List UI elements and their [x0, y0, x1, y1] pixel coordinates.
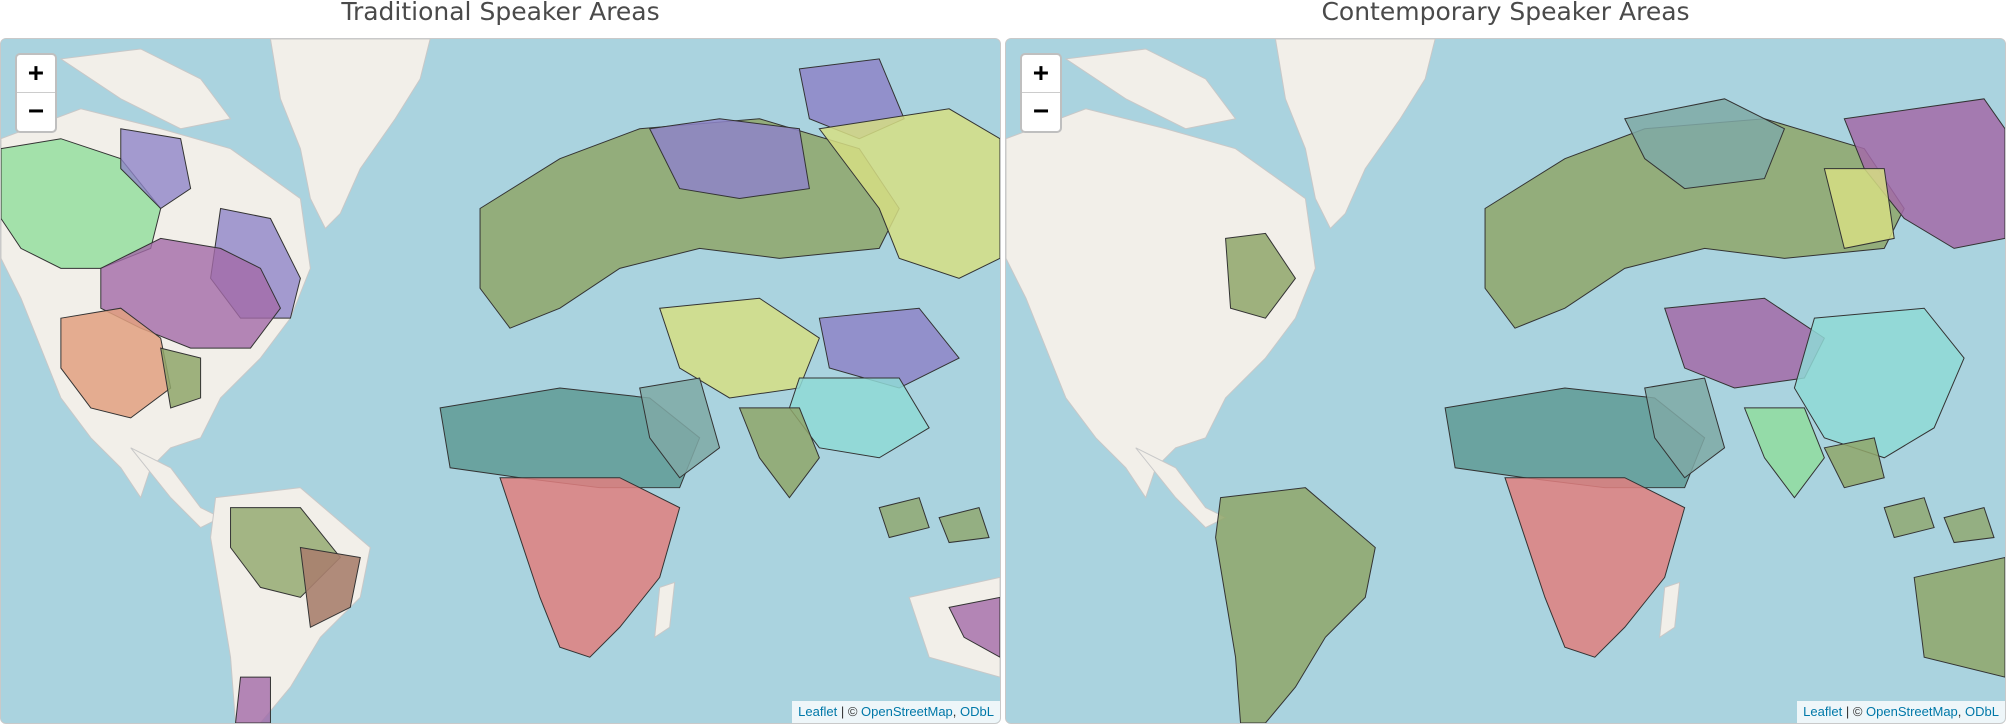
zoom-control: + −	[15, 53, 57, 133]
map-attribution: Leaflet | © OpenStreetMap, ODbL	[792, 701, 1000, 723]
contemporary-map-panel: Contemporary Speaker Areas	[1005, 0, 2006, 727]
zoom-in-button[interactable]: +	[1022, 55, 1060, 93]
leaflet-link[interactable]: Leaflet	[1803, 704, 1843, 719]
openstreetmap-link[interactable]: OpenStreetMap	[1866, 704, 1958, 719]
map-canvas[interactable]: + − Leaflet | © OpenStreetMap, ODbL	[1005, 38, 2006, 724]
attribution-comma: ,	[952, 704, 961, 719]
attribution-comma: ,	[1957, 704, 1966, 719]
panel-title: Traditional Speaker Areas	[341, 0, 660, 26]
attribution-separator: | ©	[837, 704, 862, 719]
map-tiles	[1006, 39, 2005, 723]
openstreetmap-link[interactable]: OpenStreetMap	[861, 704, 953, 719]
leaflet-link[interactable]: Leaflet	[798, 704, 838, 719]
panel-title: Contemporary Speaker Areas	[1321, 0, 1690, 26]
zoom-in-button[interactable]: +	[17, 55, 55, 93]
attribution-separator: | ©	[1842, 704, 1867, 719]
odbl-link[interactable]: ODbL	[960, 704, 994, 719]
map-canvas[interactable]: + − Leaflet | © OpenStreetMap, ODbL	[0, 38, 1001, 724]
traditional-map-panel: Traditional Speaker Areas	[0, 0, 1001, 727]
zoom-control: + −	[1020, 53, 1062, 133]
map-tiles	[1, 39, 1000, 723]
map-attribution: Leaflet | © OpenStreetMap, ODbL	[1797, 701, 2005, 723]
odbl-link[interactable]: ODbL	[1965, 704, 1999, 719]
zoom-out-button[interactable]: −	[1033, 96, 1049, 126]
zoom-out-button[interactable]: −	[28, 96, 44, 126]
